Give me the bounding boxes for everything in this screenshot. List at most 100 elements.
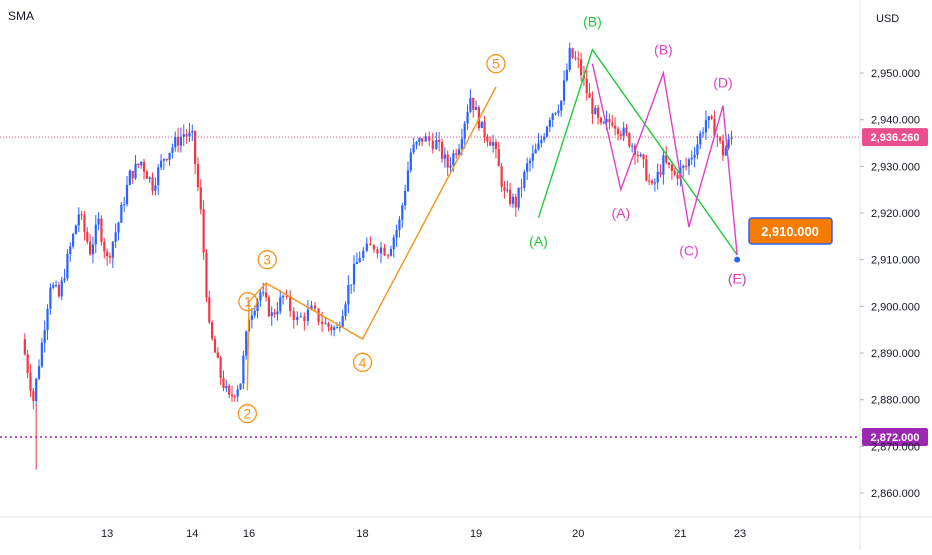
indicator-label[interactable]: SMA (8, 9, 35, 23)
candle-body (404, 190, 407, 206)
time-tick-label: 19 (470, 528, 482, 540)
candle-body (421, 137, 424, 142)
candle-body (49, 287, 52, 309)
candle-body (196, 164, 200, 188)
candle-body (597, 107, 600, 118)
candle-body (358, 257, 361, 263)
candle-body (281, 295, 285, 298)
candle-body (194, 131, 197, 165)
candle-body (103, 241, 106, 252)
candle-body (474, 107, 478, 110)
candle-body (509, 189, 512, 204)
candle-body (398, 219, 401, 230)
candle-body (690, 157, 693, 160)
candle-body (66, 253, 69, 279)
price-tick-label: 2,860.000 (871, 488, 920, 500)
candle-body (125, 184, 129, 205)
candle-body (466, 111, 469, 124)
magenta-wave-label: (D) (713, 74, 732, 90)
candle-body (131, 170, 134, 179)
candle-body (568, 48, 571, 70)
price-tick-label: 2,920.000 (871, 208, 920, 220)
magenta-wave-line (591, 63, 738, 256)
candle-body (431, 140, 434, 150)
candle-body (673, 170, 676, 175)
candle-body (379, 247, 383, 254)
candle-body (460, 138, 463, 150)
candle-body (716, 136, 719, 138)
candle-body (605, 119, 608, 123)
candle-body (545, 127, 549, 137)
candle-body (574, 57, 577, 59)
candle-body (585, 78, 588, 94)
green-wave-line (537, 48, 738, 256)
green-wave-label: (A) (529, 233, 548, 249)
candle-body (242, 355, 245, 384)
candle-body (730, 137, 733, 140)
candle-body (588, 93, 591, 98)
candle-body (60, 280, 63, 297)
candle-body (208, 297, 211, 323)
candle-body (659, 171, 662, 175)
candle-body (151, 177, 154, 191)
candle-body (157, 167, 160, 186)
candle-body (176, 136, 180, 146)
candle-body (557, 110, 560, 113)
candle-body (306, 309, 310, 322)
orange-wave-label-circle (238, 292, 258, 312)
candle-body (54, 285, 58, 287)
candle-body (676, 174, 679, 179)
candle-body (57, 285, 60, 297)
candle-body (608, 119, 611, 123)
candle-body (472, 97, 475, 110)
price-tick-label: 2,880.000 (871, 395, 920, 407)
candle-body (303, 316, 306, 322)
currency-label[interactable]: USD (876, 13, 900, 25)
candle-body (174, 136, 177, 148)
candle-body (100, 218, 103, 242)
candle-body (355, 262, 358, 264)
candle-body (162, 159, 165, 161)
candle-body (415, 141, 418, 145)
candle-body (383, 247, 386, 256)
candle-body (94, 224, 97, 245)
candle-body (409, 152, 412, 171)
time-tick-label: 13 (101, 528, 113, 540)
candle-body (52, 285, 55, 288)
magenta-wave-label: (C) (679, 242, 698, 258)
candle-body (259, 292, 262, 301)
candle-body (619, 134, 622, 136)
candle-body (77, 214, 80, 226)
candle-body (108, 256, 112, 258)
candle-body (273, 312, 276, 315)
candle-body (526, 163, 529, 172)
candle-body (435, 140, 438, 150)
green-wave-label: (B) (583, 14, 602, 30)
candle-body (457, 149, 461, 155)
candle-body (667, 162, 671, 165)
candle-body (727, 139, 730, 148)
candle-body (145, 171, 148, 179)
orange-wave-label: 4 (359, 354, 367, 370)
orange-wave-label-circle (486, 54, 506, 74)
candle-body (724, 147, 727, 156)
candle-body (579, 59, 583, 76)
candle-body (534, 149, 537, 154)
candle-body (120, 204, 123, 223)
candle-body (321, 321, 324, 324)
candle-body (648, 180, 651, 182)
candle-body (702, 132, 705, 134)
candle-body (372, 245, 376, 250)
candle-body (185, 134, 188, 137)
candle-body (684, 165, 688, 167)
candle-body (202, 209, 205, 253)
candle-body (463, 123, 466, 139)
candle-body (83, 215, 86, 232)
candle-body (491, 142, 495, 146)
candle-body (245, 331, 248, 356)
orange-wave-label: 5 (492, 56, 500, 72)
orange-wave-label-circle (237, 404, 257, 424)
candle-body (631, 145, 634, 147)
